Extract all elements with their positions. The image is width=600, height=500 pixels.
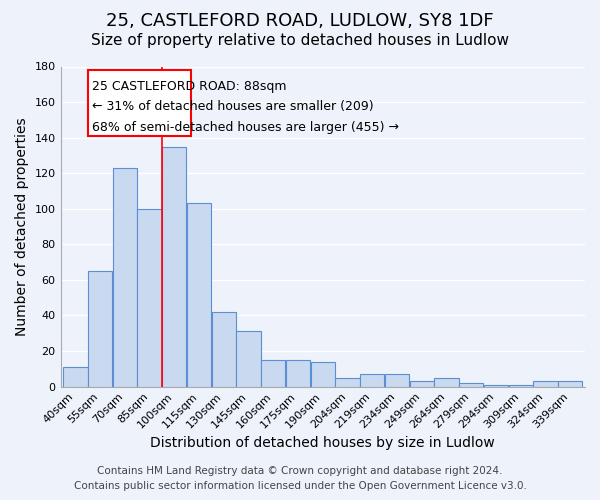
Y-axis label: Number of detached properties: Number of detached properties: [15, 117, 29, 336]
Bar: [509, 385, 533, 386]
Bar: [360, 374, 385, 386]
Text: 25 CASTLEFORD ROAD: 88sqm: 25 CASTLEFORD ROAD: 88sqm: [92, 80, 286, 93]
Bar: [484, 385, 508, 386]
Bar: [113, 168, 137, 386]
Text: 25, CASTLEFORD ROAD, LUDLOW, SY8 1DF: 25, CASTLEFORD ROAD, LUDLOW, SY8 1DF: [106, 12, 494, 30]
Text: Size of property relative to detached houses in Ludlow: Size of property relative to detached ho…: [91, 32, 509, 48]
Bar: [88, 271, 112, 386]
Bar: [236, 332, 260, 386]
Text: Contains public sector information licensed under the Open Government Licence v3: Contains public sector information licen…: [74, 481, 526, 491]
Text: ← 31% of detached houses are smaller (209): ← 31% of detached houses are smaller (20…: [92, 100, 374, 114]
X-axis label: Distribution of detached houses by size in Ludlow: Distribution of detached houses by size …: [151, 436, 495, 450]
Bar: [212, 312, 236, 386]
Bar: [63, 367, 88, 386]
Bar: [558, 382, 582, 386]
Bar: [162, 146, 187, 386]
Bar: [533, 382, 557, 386]
Bar: [434, 378, 458, 386]
Bar: [410, 382, 434, 386]
Bar: [385, 374, 409, 386]
Bar: [311, 362, 335, 386]
Bar: [286, 360, 310, 386]
Bar: [335, 378, 359, 386]
Bar: [88, 70, 191, 136]
Text: 68% of semi-detached houses are larger (455) →: 68% of semi-detached houses are larger (…: [92, 120, 399, 134]
Bar: [137, 209, 162, 386]
Bar: [261, 360, 286, 386]
Bar: [187, 204, 211, 386]
Text: Contains HM Land Registry data © Crown copyright and database right 2024.: Contains HM Land Registry data © Crown c…: [97, 466, 503, 476]
Bar: [459, 383, 484, 386]
